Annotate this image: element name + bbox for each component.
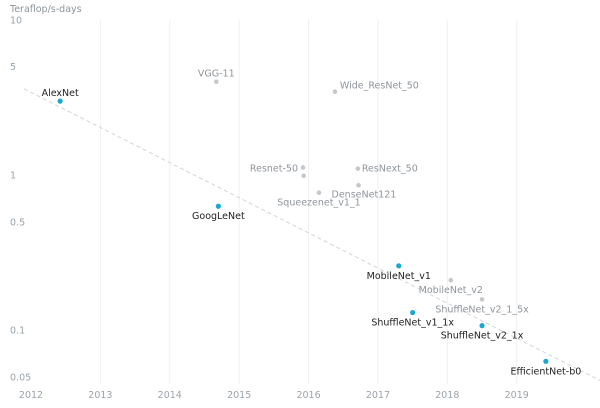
label-vgg-11: VGG-11 xyxy=(198,69,235,80)
x-tick-2013: 2013 xyxy=(88,390,112,401)
point-mobilenet-v2 xyxy=(448,277,454,283)
y-tick-0.1: 0.1 xyxy=(10,326,25,337)
y-tick-5: 5 xyxy=(10,62,16,73)
point-squeezenet-v1-1 xyxy=(316,190,322,196)
label-shufflenet-v2-1-5x: ShuffleNet_v2_1_5x xyxy=(435,304,529,315)
y-tick-0.5: 0.5 xyxy=(10,217,25,228)
label-googlenet: GoogLeNet xyxy=(192,211,245,222)
point-vgg-11 xyxy=(213,79,219,85)
label-shufflenet-v1-1x: ShuffleNet_v1_1x xyxy=(371,318,454,329)
trend-line xyxy=(23,88,600,382)
x-tick-2017: 2017 xyxy=(366,390,390,401)
x-tick-labels: 2012 2013 2014 2015 2016 2017 2018 2019 xyxy=(19,390,529,401)
point-wide-resnet-50 xyxy=(332,89,338,94)
point-mobilenet-v1 xyxy=(396,263,402,269)
label-wide-resnet-50: Wide_ResNet_50 xyxy=(340,81,419,92)
x-tick-2014: 2014 xyxy=(158,390,182,401)
point-shufflenet-v2-1x xyxy=(479,323,485,329)
data-points xyxy=(57,79,549,364)
point-googlenet xyxy=(215,203,221,209)
point-efficientnet-b0 xyxy=(543,358,549,364)
point-unlabeled-5 xyxy=(301,173,307,179)
point-densenet121 xyxy=(356,182,361,188)
point-shufflenet-v1-1x xyxy=(410,309,416,316)
label-resnext-50: ResNext_50 xyxy=(362,164,418,175)
x-tick-2015: 2015 xyxy=(227,390,251,401)
point-labels: AlexNet VGG-11 Wide_ResNet_50 Resnet-50 ResN… xyxy=(42,69,582,378)
x-tick-2016: 2016 xyxy=(296,390,320,401)
label-shufflenet-v2-1x: ShuffleNet_v2_1x xyxy=(441,331,524,342)
point-resnext-50 xyxy=(355,166,361,171)
y-tick-0.05: 0.05 xyxy=(10,372,31,383)
point-shufflenet-v2-1-5x xyxy=(479,297,485,302)
label-mobilenet-v2: MobileNet_v2 xyxy=(419,285,483,296)
y-tick-10: 10 xyxy=(10,16,22,27)
label-densenet121: DenseNet121 xyxy=(332,189,397,200)
x-tick-2012: 2012 xyxy=(19,390,43,401)
point-resnet-50 xyxy=(300,165,306,170)
grid-layer xyxy=(99,20,518,384)
label-efficientnet-b0: EfficientNet-b0 xyxy=(510,366,581,377)
x-tick-2018: 2018 xyxy=(435,390,459,401)
label-squeezenet-v1-1: Squeezenet_v1_1 xyxy=(277,198,360,209)
y-axis-label: Teraflop/s-days xyxy=(9,4,82,15)
label-alexnet: AlexNet xyxy=(42,88,79,99)
label-resnet-50: Resnet-50 xyxy=(250,163,298,174)
trend-layer xyxy=(23,88,600,382)
label-mobilenet-v1: MobileNet_v1 xyxy=(367,271,431,282)
x-tick-2019: 2019 xyxy=(505,390,529,401)
point-alexnet xyxy=(57,98,63,104)
y-tick-labels: 10 5 1 0.5 0.1 0.05 xyxy=(10,16,31,384)
y-tick-1: 1 xyxy=(10,171,16,182)
